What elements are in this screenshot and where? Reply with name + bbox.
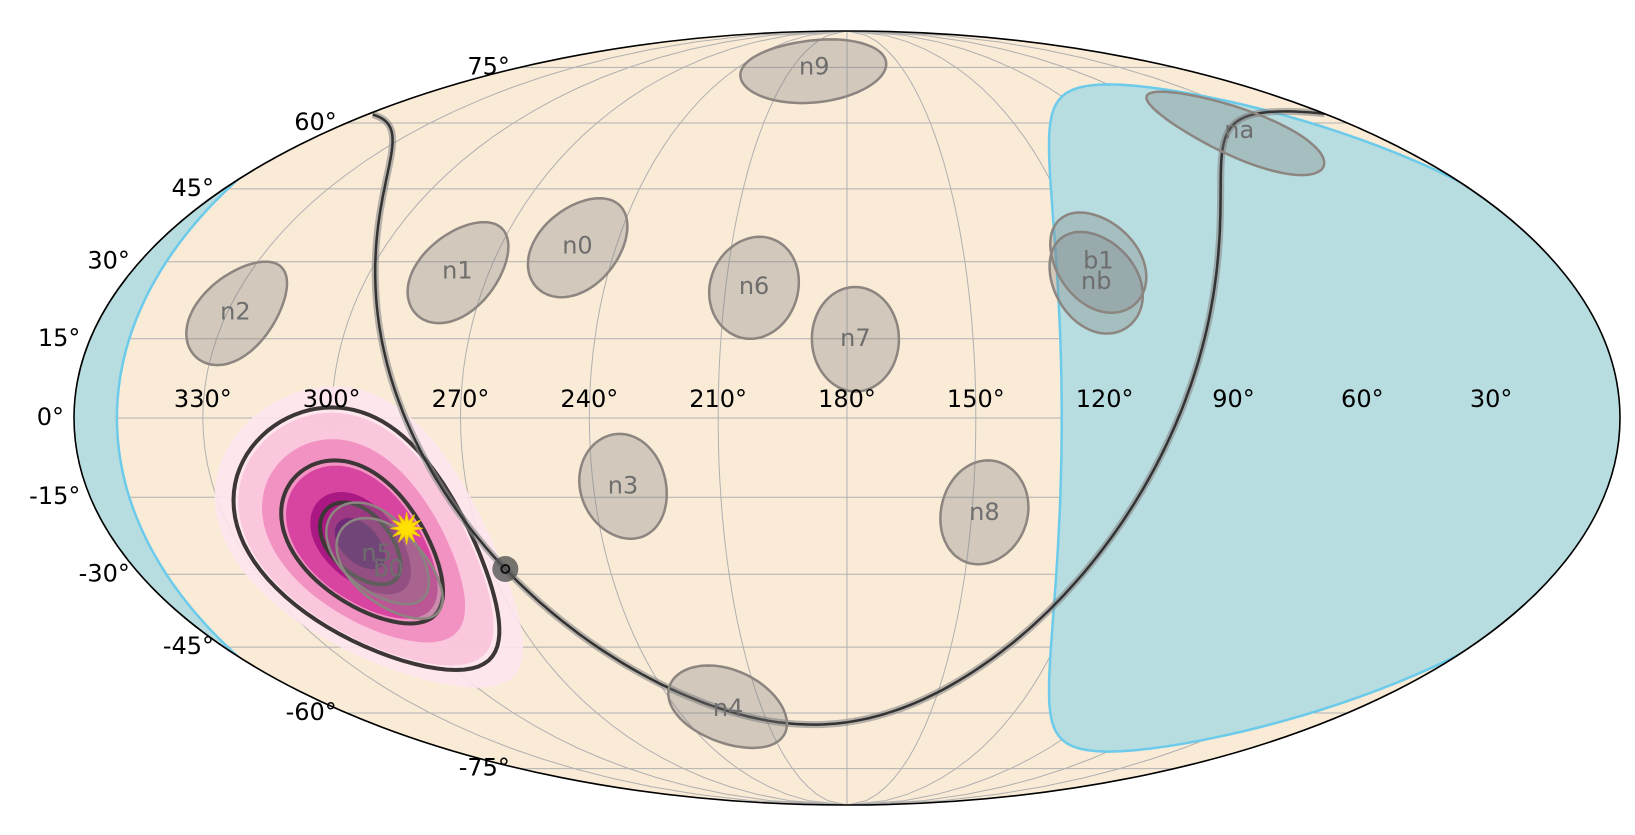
grid-meridian [717, 31, 848, 805]
detector-pointing [526, 196, 629, 299]
detector-pointing [667, 664, 789, 750]
grid-meridian [588, 31, 848, 805]
detector-pointing [335, 516, 444, 620]
lat-tick-label: 0° [37, 403, 64, 431]
detector-pointing [810, 285, 901, 393]
galactic-plane [504, 110, 1325, 726]
confidence-contour [317, 500, 403, 587]
detector-label: n5 [361, 539, 391, 567]
detector-label: n2 [220, 298, 250, 326]
lon-tick-label: 90° [1212, 385, 1255, 413]
lon-tick-label: 180° [818, 385, 876, 413]
lon-tick-label: 210° [689, 385, 747, 413]
detector-label: n1 [442, 257, 472, 285]
detector-label: b0 [373, 554, 404, 582]
detector-pointing [707, 235, 801, 341]
galactic-center [492, 555, 519, 582]
lon-tick-label: 30° [1470, 385, 1513, 413]
lat-tick-label: 75° [467, 52, 510, 80]
lat-tick-label: 15° [38, 324, 81, 352]
lat-tick-label: -15° [29, 482, 80, 510]
galactic-center-dot [500, 563, 511, 574]
detector-pointing [578, 432, 668, 541]
sky-outline [73, 30, 1621, 806]
detector-label: n3 [608, 472, 638, 500]
lon-tick-label: 240° [560, 385, 618, 413]
detector-label: n8 [969, 498, 999, 526]
lon-tick-label: 270° [432, 385, 490, 413]
lon-tick-label: 120° [1076, 385, 1134, 413]
lat-tick-label: -60° [286, 698, 337, 726]
detector-label: nb [1081, 267, 1111, 295]
lat-tick-label: -75° [459, 754, 510, 782]
lat-tick-label: 60° [294, 108, 337, 136]
lat-tick-label: 45° [171, 174, 214, 202]
grid-meridian [202, 31, 848, 805]
grid-meridian [459, 31, 848, 805]
detector-label: b1 [1083, 247, 1114, 275]
earth-occultation [1047, 83, 1620, 753]
lon-tick-label: 150° [947, 385, 1005, 413]
lon-tick-label: 300° [303, 385, 361, 413]
galactic-plane [372, 113, 507, 570]
detector-pointing [1049, 211, 1148, 314]
detector-pointing [939, 459, 1030, 566]
detector-label: n0 [562, 232, 592, 260]
detector-pointing [1145, 90, 1326, 177]
lat-tick-label: -45° [163, 632, 214, 660]
grid-meridian [846, 31, 977, 805]
lat-tick-label: -30° [79, 559, 130, 587]
detector-label: na [1224, 116, 1254, 144]
confidence-contour [279, 458, 445, 626]
sun [390, 512, 423, 545]
detector-pointing [1048, 230, 1145, 335]
detector-pointing [739, 38, 888, 105]
detector-label: n7 [840, 324, 870, 352]
lon-tick-label: 60° [1341, 385, 1384, 413]
detector-label: n4 [713, 694, 743, 722]
lon-tick-label: 330° [174, 385, 232, 413]
detector-label: n9 [799, 52, 829, 80]
detector-pointing [185, 260, 289, 367]
detector-label: n6 [739, 272, 769, 300]
lat-tick-label: 30° [87, 247, 130, 275]
probability-level [334, 518, 386, 570]
detector-pointing [406, 220, 510, 325]
